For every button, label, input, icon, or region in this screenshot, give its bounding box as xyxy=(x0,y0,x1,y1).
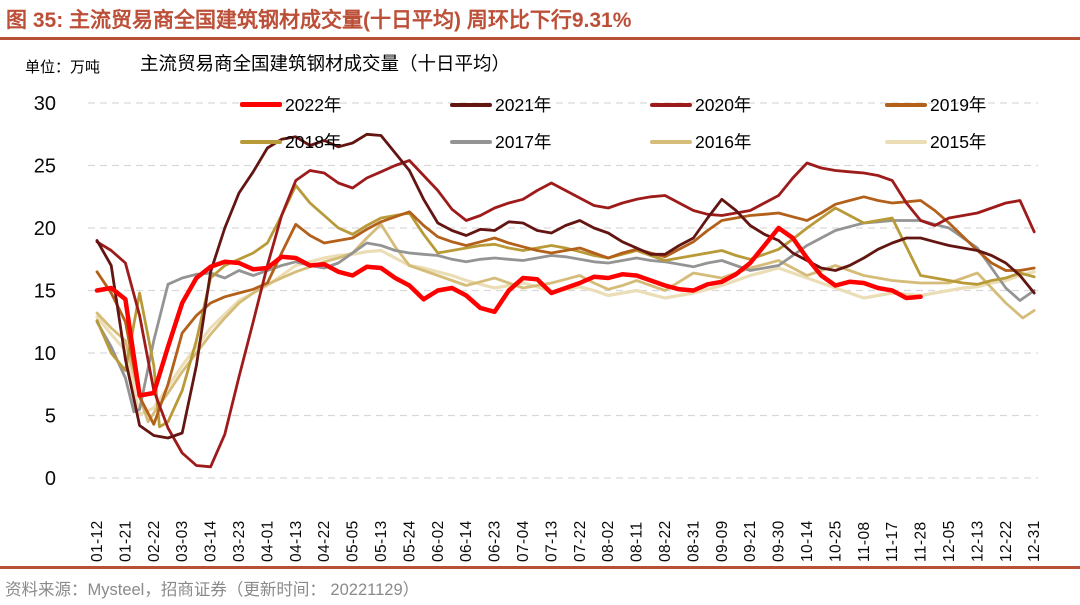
figure-title: 图 35: 主流贸易商全国建筑钢材成交量(十日平均) 周环比下行9.31% xyxy=(6,9,632,32)
legend-swatch-2022 xyxy=(240,102,282,107)
legend-item-2015: 2015年 xyxy=(885,129,1050,154)
legend-item-2019: 2019年 xyxy=(885,92,1050,117)
legend-swatch-2018 xyxy=(240,139,282,144)
x-axis-tick-label: 11-08 xyxy=(856,522,873,563)
x-axis-tick-label: 05-13 xyxy=(373,520,390,562)
source-note: 资料来源：Mysteel，招商证券（更新时间： 20221129） xyxy=(5,581,420,599)
x-axis-tick-label: 01-12 xyxy=(89,520,106,562)
series-2019 xyxy=(95,195,1036,426)
y-axis-tick-label: 0 xyxy=(45,468,56,490)
legend-item-2016: 2016年 xyxy=(650,129,885,154)
series-2018 xyxy=(95,184,1036,429)
legend-swatch-2015 xyxy=(885,139,927,144)
legend-label-2019: 2019年 xyxy=(930,95,987,115)
unit-label: 单位：万吨 xyxy=(25,59,101,76)
x-axis-tick-label: 02-22 xyxy=(146,520,163,562)
series-2022 xyxy=(94,225,923,398)
x-axis-tick-label: 12-05 xyxy=(941,520,958,562)
x-axis-tick-label: 04-01 xyxy=(259,520,276,562)
legend-swatch-2019 xyxy=(885,102,927,107)
x-axis-tick-label: 09-09 xyxy=(714,520,731,562)
legend-label-2015: 2015年 xyxy=(930,132,987,152)
y-axis-tick-label: 10 xyxy=(34,343,56,365)
y-axis-tick-label: 20 xyxy=(34,218,56,240)
x-axis-tick-label: 04-22 xyxy=(316,520,333,562)
x-axis-tick-label: 09-30 xyxy=(771,520,788,562)
x-axis-tick-label: 04-13 xyxy=(288,520,305,562)
x-axis-tick-label: 06-14 xyxy=(458,520,475,562)
x-axis-tick-label: 07-22 xyxy=(572,520,589,562)
title-rule xyxy=(0,37,1080,40)
legend-item-2018: 2018年 xyxy=(240,129,450,154)
legend-label-2022: 2022年 xyxy=(285,95,342,115)
x-axis-tick-label: 06-02 xyxy=(430,520,447,562)
footer-rule xyxy=(0,566,1080,569)
x-axis-tick-label: 03-14 xyxy=(203,520,220,562)
chart-subtitle: 主流贸易商全国建筑钢材成交量（十日平均） xyxy=(140,53,511,74)
y-axis-tick-label: 15 xyxy=(34,281,56,303)
x-axis-tick-label: 09-21 xyxy=(742,520,759,562)
x-axis-tick-label: 07-04 xyxy=(515,520,532,562)
x-axis-tick-label: 11-17 xyxy=(884,522,901,563)
legend-item-2017: 2017年 xyxy=(450,129,650,154)
legend-label-2020: 2020年 xyxy=(695,95,752,115)
x-axis-tick-label: 08-22 xyxy=(657,520,674,562)
x-axis-tick-label: 06-23 xyxy=(487,520,504,562)
series-2015 xyxy=(95,248,1036,416)
x-axis-tick-label: 05-05 xyxy=(345,520,362,562)
legend-item-2020: 2020年 xyxy=(650,92,885,117)
x-axis-tick-label: 08-02 xyxy=(600,520,617,562)
x-axis-tick-label: 08-11 xyxy=(629,522,646,563)
legend-label-2017: 2017年 xyxy=(495,132,552,152)
y-axis-tick-label: 25 xyxy=(34,156,56,178)
x-axis-tick-label: 03-23 xyxy=(231,520,248,562)
legend-item-2022: 2022年 xyxy=(240,92,450,117)
series-2020 xyxy=(95,159,1036,469)
legend-swatch-2016 xyxy=(650,139,692,144)
legend-swatch-2021 xyxy=(450,102,492,107)
x-axis-tick-label: 12-22 xyxy=(998,520,1015,562)
legend-swatch-2020 xyxy=(650,102,692,107)
x-axis-tick-label: 05-24 xyxy=(401,520,418,562)
x-axis-tick-label: 10-25 xyxy=(827,520,844,562)
legend-label-2016: 2016年 xyxy=(695,132,752,152)
legend-label-2021: 2021年 xyxy=(495,95,552,115)
x-axis-tick-label: 03-03 xyxy=(174,520,191,562)
series-2016 xyxy=(95,222,1036,424)
legend-swatch-2017 xyxy=(450,139,492,144)
x-axis-tick-label: 11-28 xyxy=(913,522,930,563)
x-axis-tick-label: 07-13 xyxy=(543,520,560,562)
legend-label-2018: 2018年 xyxy=(285,132,342,152)
chart-legend: 2022年 2021年 2020年 2019年 2018年 2017年 2016年 2015年 xyxy=(240,92,1050,154)
x-axis-tick-label: 10-14 xyxy=(799,520,816,562)
y-axis-tick-label: 30 xyxy=(34,93,56,115)
x-axis-tick-label: 01-21 xyxy=(117,520,134,562)
x-axis-tick-label: 12-31 xyxy=(1026,520,1043,562)
series-2021 xyxy=(95,132,1036,440)
x-axis-tick-label: 08-31 xyxy=(685,520,702,562)
y-axis-tick-label: 5 xyxy=(45,406,56,428)
legend-item-2021: 2021年 xyxy=(450,92,650,117)
x-axis-tick-label: 12-13 xyxy=(969,520,986,562)
